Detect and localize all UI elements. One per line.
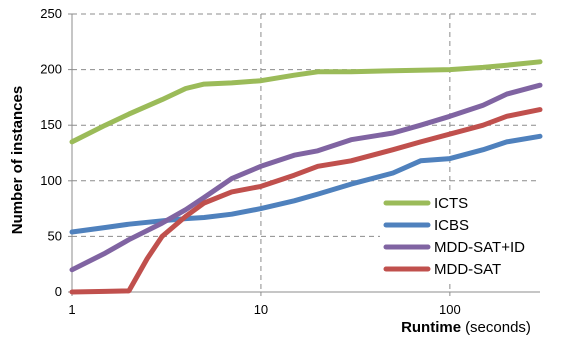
x-axis-unit: (seconds) (465, 319, 531, 336)
tick-labels: 0 50 100 150 200 250 1 10 100 (40, 6, 460, 317)
y-tick-label: 150 (40, 117, 62, 132)
y-axis-title: Number of instances (9, 86, 26, 234)
y-tick-label: 250 (40, 6, 62, 21)
y-tick-label: 100 (40, 173, 62, 188)
y-tick-label: 200 (40, 62, 62, 77)
series-line-mdd-sat-id (69, 82, 543, 273)
x-tick-label: 100 (439, 302, 461, 317)
x-axis-title: Runtime (seconds) (401, 319, 531, 336)
series-line-icts (69, 59, 543, 145)
series-lines (69, 59, 543, 295)
legend-label-mdd-sat: MDD-SAT (434, 261, 501, 278)
x-axis-title-text: Runtime (401, 319, 461, 336)
x-tick-label: 10 (254, 302, 268, 317)
legend-label-mdd-sat-id: MDD-SAT+ID (434, 239, 525, 256)
legend-label-icts: ICTS (434, 195, 468, 212)
y-tick-label: 0 (55, 284, 62, 299)
legend: ICTS ICBS MDD-SAT+ID MDD-SAT (380, 190, 539, 280)
series-line-mdd-sat (69, 107, 543, 295)
legend-label-icbs: ICBS (434, 217, 469, 234)
x-tick-label: 1 (68, 302, 75, 317)
axes (68, 13, 540, 296)
series-line-icbs (69, 133, 543, 235)
y-tick-label: 50 (48, 228, 62, 243)
